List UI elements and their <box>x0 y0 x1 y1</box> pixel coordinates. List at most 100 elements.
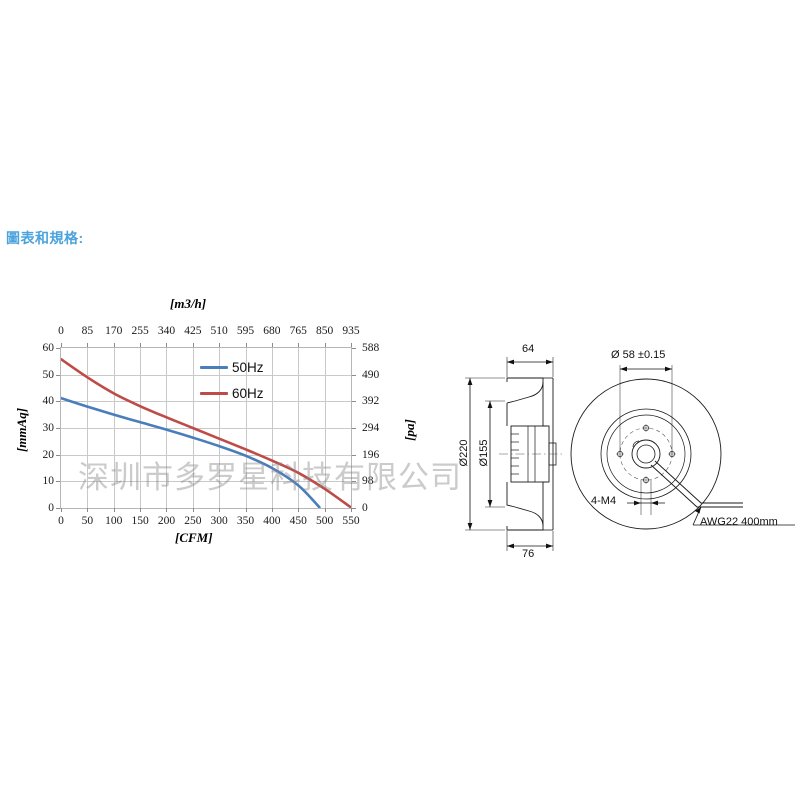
tick-secondary-x <box>219 343 221 347</box>
series-line-60hz <box>61 357 351 508</box>
dim-hub-bolt-circle: Ø 58 ±0.15 <box>611 349 666 361</box>
tick-label-secondary-y: 98 <box>362 475 374 488</box>
legend-swatch-icon <box>200 391 228 395</box>
tick-label-secondary-y: 392 <box>362 395 380 408</box>
tick-label-x: 450 <box>289 515 307 527</box>
tick-label-secondary-x: 935 <box>342 325 360 337</box>
plot-area <box>60 347 352 509</box>
tick-label-x: 200 <box>157 515 176 527</box>
tick-secondary-y <box>352 508 356 509</box>
grid-line-horizontal <box>61 481 351 483</box>
tick-label-secondary-y: 294 <box>362 422 380 434</box>
tick-secondary-x <box>113 343 115 347</box>
tick-y <box>56 508 60 509</box>
tick-label-x: 300 <box>210 515 228 527</box>
tick-label-y: 50 <box>42 368 55 381</box>
tick-x <box>140 508 142 512</box>
tick-label-y: 40 <box>42 395 55 408</box>
tick-y <box>56 454 60 456</box>
tick-secondary-y <box>352 401 356 403</box>
drawing-svg <box>465 357 795 551</box>
tick-secondary-x <box>61 343 62 347</box>
secondary-x-axis-title: [m3/h] <box>170 296 207 311</box>
dim-depth-top: 64 <box>522 343 535 355</box>
tick-y <box>56 481 60 483</box>
tick-label-x: 550 <box>342 515 360 527</box>
tick-label-secondary-x: 340 <box>157 325 176 337</box>
series-curves <box>61 357 351 508</box>
tick-x <box>113 508 115 512</box>
technical-drawing: 64 76 Ø220 Ø155 Ø 58 ±0.15 4-M4 AWG22 40… <box>455 335 800 570</box>
tick-secondary-x <box>351 343 352 347</box>
tick-x <box>245 508 247 512</box>
secondary-y-axis-title: [pa] <box>402 419 417 441</box>
dim-cable-spec: AWG22 400mm <box>700 516 778 528</box>
tick-y <box>56 348 60 349</box>
tick-label-y: 10 <box>42 475 55 488</box>
tick-x <box>192 508 194 512</box>
dim-outer-diameter: Ø220 <box>458 439 470 467</box>
tick-label-x: 500 <box>316 515 334 527</box>
x-axis-title: [CFM] <box>175 530 213 545</box>
tick-label-x: 100 <box>105 515 123 527</box>
tick-secondary-y <box>352 374 356 376</box>
tick-label-secondary-y: 490 <box>362 368 380 381</box>
grid-line-horizontal <box>61 454 351 456</box>
tick-secondary-x <box>192 343 194 347</box>
tick-label-secondary-x: 765 <box>289 325 307 337</box>
tick-label-x: 0 <box>58 515 64 527</box>
tick-label-secondary-x: 510 <box>210 325 228 337</box>
tick-label-secondary-x: 680 <box>263 325 281 337</box>
tick-label-secondary-x: 255 <box>131 325 149 337</box>
tick-label-y: 60 <box>42 342 55 354</box>
tick-label-secondary-x: 425 <box>184 325 202 337</box>
tick-label-secondary-y: 0 <box>362 502 368 514</box>
tick-label-x: 350 <box>236 515 255 527</box>
legend-item-50hz[interactable]: 50Hz <box>200 354 310 380</box>
legend-label: 50Hz <box>232 359 264 375</box>
tick-label-x: 150 <box>131 515 149 527</box>
tick-secondary-x <box>140 343 142 347</box>
tick-x <box>87 508 89 512</box>
tick-secondary-x <box>87 343 89 347</box>
tick-x <box>219 508 221 512</box>
tick-x <box>298 508 300 512</box>
dim-screw-spec: 4-M4 <box>591 495 617 507</box>
tick-label-secondary-x: 170 <box>105 325 123 337</box>
tick-secondary-y <box>352 428 356 429</box>
tick-x <box>271 508 273 512</box>
tick-label-y: 20 <box>42 448 55 461</box>
tick-label-secondary-y: 588 <box>362 342 380 354</box>
tick-secondary-y <box>352 454 356 456</box>
tick-secondary-x <box>166 343 168 347</box>
chart-legend: 50Hz 60Hz <box>200 354 310 406</box>
tick-secondary-y <box>352 481 356 483</box>
tick-label-secondary-x: 0 <box>58 325 64 337</box>
page-heading: 圖表和規格: <box>6 230 84 246</box>
tick-secondary-x <box>245 343 247 347</box>
tick-label-y: 30 <box>42 422 55 434</box>
tick-y <box>56 428 60 429</box>
tick-y <box>56 401 60 403</box>
grid-line-horizontal <box>61 428 351 429</box>
tick-x <box>351 508 352 512</box>
performance-chart: [m3/h] [mmAq] [pa] [CFM] 50Hz 60Hz 0 85 170… <box>0 292 440 560</box>
tick-x <box>61 508 62 512</box>
tick-secondary-x <box>271 343 273 347</box>
tick-label-secondary-y: 196 <box>362 448 380 461</box>
legend-label: 60Hz <box>232 385 264 401</box>
tick-secondary-x <box>324 343 326 347</box>
dim-depth-bottom: 76 <box>522 548 535 560</box>
grid-line-horizontal <box>61 374 351 376</box>
tick-label-y: 0 <box>48 502 54 514</box>
tick-label-x: 50 <box>81 515 94 527</box>
tick-secondary-y <box>352 348 356 349</box>
tick-label-secondary-x: 85 <box>81 325 94 337</box>
tick-label-x: 250 <box>184 515 202 527</box>
tick-secondary-x <box>298 343 300 347</box>
legend-item-60hz[interactable]: 60Hz <box>200 380 310 406</box>
legend-swatch-icon <box>200 365 228 369</box>
tick-x <box>324 508 326 512</box>
tick-label-secondary-x: 850 <box>316 325 334 337</box>
tick-x <box>166 508 168 512</box>
